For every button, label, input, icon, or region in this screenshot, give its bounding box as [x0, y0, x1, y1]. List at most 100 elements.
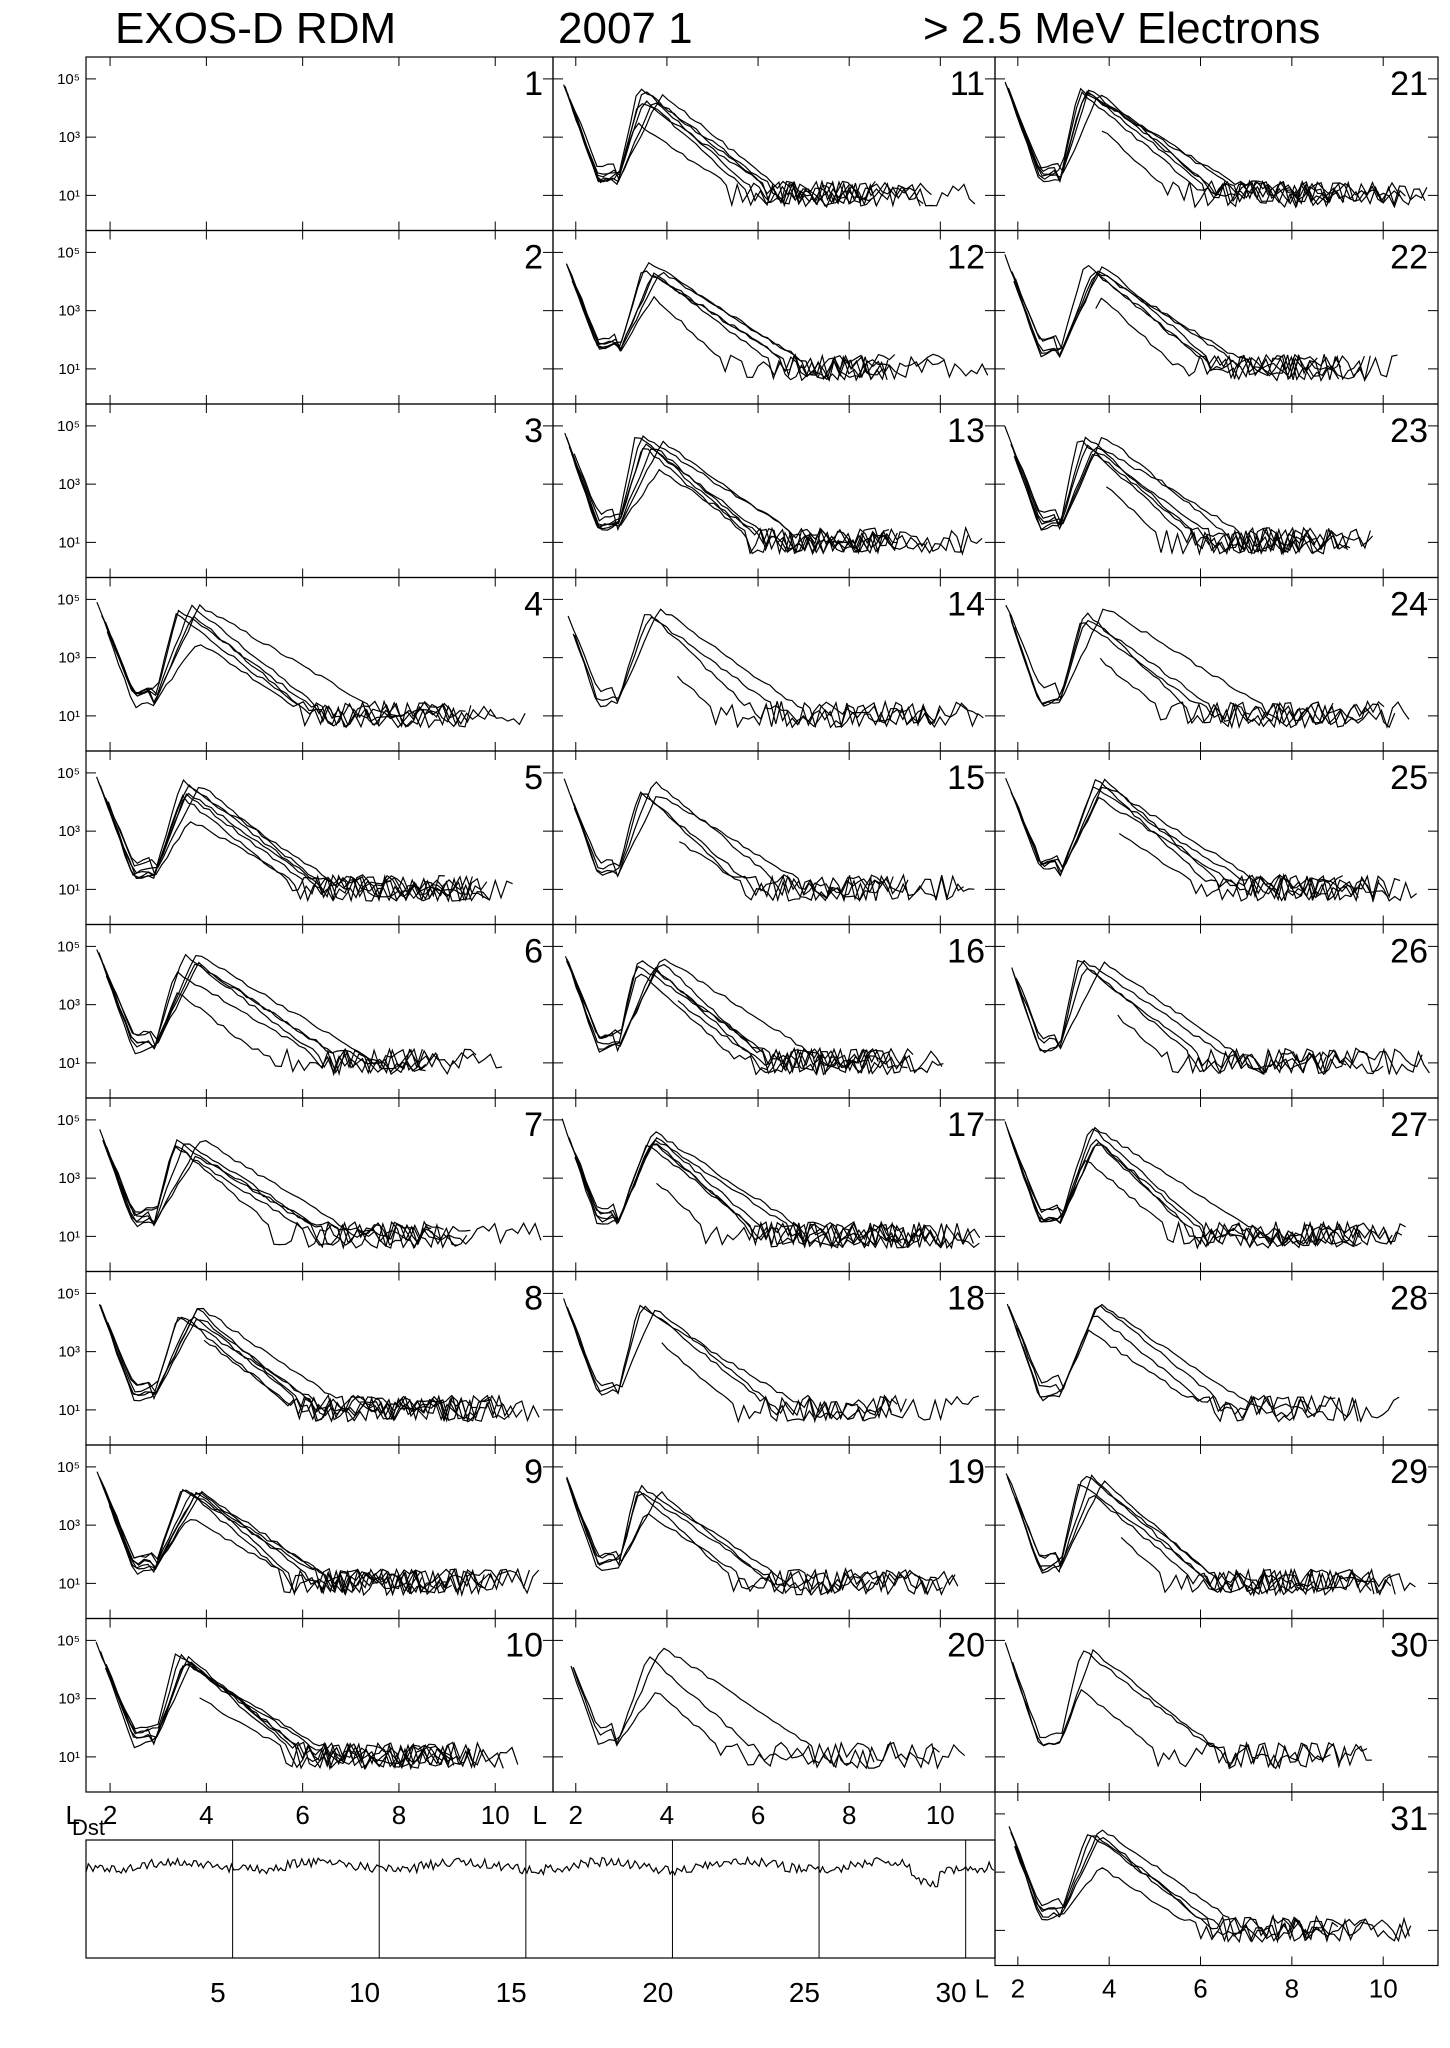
panel-frame [85, 1444, 554, 1620]
dst-tick-label: 10 [349, 1977, 380, 2008]
flux-curve [107, 779, 473, 903]
flux-curve [571, 453, 890, 556]
y-tick-label: 10¹ [58, 534, 80, 551]
flux-curve [661, 1342, 892, 1424]
y-tick-label: 10³ [58, 1344, 80, 1361]
flux-curve [570, 274, 884, 381]
flux-curve [1014, 1474, 1372, 1596]
day-label: 17 [947, 1106, 985, 1144]
panel-frame [552, 1097, 996, 1273]
y-tick-label: 10⁵ [57, 1632, 80, 1649]
day-panel-15: 15 [552, 750, 996, 926]
flux-curve [676, 675, 941, 729]
flux-curve [1016, 961, 1423, 1076]
flux-curve [677, 1000, 914, 1075]
flux-curve [102, 954, 503, 1075]
flux-curve [106, 615, 461, 728]
flux-curve [571, 960, 944, 1075]
flux-curve [564, 86, 932, 208]
x-tick-label: 6 [751, 1800, 765, 1830]
flux-curve [1004, 425, 1351, 556]
flux-curve [570, 793, 894, 903]
dst-frame [85, 1839, 996, 1959]
flux-curve [104, 1661, 504, 1771]
panel-frame [85, 750, 554, 926]
flux-curve [99, 1129, 458, 1249]
flux-curve [1012, 1650, 1331, 1770]
day-label: 30 [1390, 1627, 1428, 1665]
flux-curve [1015, 967, 1384, 1075]
y-tick-label: 10⁵ [57, 418, 80, 435]
flux-curve [561, 1118, 902, 1247]
flux-curve [1010, 612, 1396, 729]
flux-curve [1013, 786, 1343, 901]
flux-curve [1005, 1473, 1396, 1595]
day-panel-9: 10⁵ 10³ 10¹ 9 [57, 1444, 554, 1620]
flux-curve [1008, 1303, 1311, 1422]
flux-curve [99, 785, 465, 902]
flux-curve [1007, 1128, 1359, 1248]
flux-curve [565, 435, 983, 556]
x-axis-label: L [533, 1800, 547, 1830]
panel-frame [994, 403, 1439, 579]
flux-curve [1004, 254, 1318, 380]
day-panel-22: 22 [994, 229, 1439, 405]
x-tick-label: 10 [1369, 1974, 1398, 2004]
flux-curve [96, 1471, 485, 1597]
panel-frame [552, 56, 996, 232]
panel-frame [85, 56, 554, 232]
day-panel-28: 28 [994, 1270, 1439, 1446]
day-label: 21 [1390, 65, 1428, 103]
flux-curve [104, 793, 488, 903]
panel-frame [994, 1444, 1439, 1620]
x-tick-label: 8 [1285, 1974, 1299, 2004]
y-tick-label: 10³ [58, 650, 80, 667]
x-tick-label: 10 [481, 1800, 510, 1830]
day-panel-14: 14 [552, 576, 996, 752]
y-tick-label: 10¹ [58, 1402, 80, 1419]
day-panel-19: 19 [552, 1444, 996, 1620]
x-axis-label: L [975, 1974, 989, 2004]
y-tick-label: 10³ [58, 129, 80, 146]
flux-curve [104, 604, 441, 729]
day-panel-27: 27 [994, 1097, 1439, 1273]
flux-curve [573, 448, 969, 556]
day-panel-4: 10⁵ 10³ 10¹ 4 [57, 576, 554, 752]
x-tick-label: 8 [392, 1800, 406, 1830]
flux-curve [571, 280, 989, 382]
x-tick-label: 2 [1011, 1974, 1025, 2004]
day-panel-6: 10⁵ 10³ 10¹ 6 [57, 923, 554, 1099]
day-label: 31 [1390, 1800, 1428, 1838]
flux-curve [572, 608, 984, 728]
day-label: 5 [524, 759, 543, 797]
y-tick-label: 10⁵ [57, 1285, 80, 1302]
x-tick-label: 8 [842, 1800, 856, 1830]
y-tick-label: 10¹ [58, 1055, 80, 1072]
y-tick-label: 10⁵ [57, 765, 80, 782]
y-tick-label: 10¹ [58, 881, 80, 898]
flux-curve [1014, 1475, 1416, 1596]
dst-curve [85, 1855, 995, 1888]
panel-frame [994, 56, 1439, 232]
dst-tick-label: 20 [642, 1977, 673, 2008]
day-panel-2: 10⁵ 10³ 10¹ 2 [57, 229, 554, 405]
particle-title: > 2.5 MeV Electrons [923, 4, 1321, 53]
day-panel-31: 31 [994, 1791, 1439, 1967]
flux-curve [568, 1305, 980, 1424]
flux-curve [1010, 786, 1401, 903]
day-panel-7: 10⁵ 10³ 10¹ 7 [57, 1097, 554, 1273]
day-panel-23: 23 [994, 403, 1439, 579]
day-label: 23 [1390, 412, 1428, 450]
y-tick-label: 10¹ [58, 187, 80, 204]
day-label: 9 [524, 1453, 543, 1491]
flux-curve [563, 1298, 898, 1421]
flux-curve [574, 1144, 948, 1249]
flux-curve [566, 1306, 907, 1422]
flux-curve [566, 1476, 956, 1596]
flux-curve [1095, 297, 1365, 381]
flux-curve [108, 1490, 509, 1597]
x-tick-label: 4 [1102, 1974, 1116, 2004]
flux-curve [96, 601, 496, 729]
instrument-title: EXOS-D RDM [115, 4, 397, 53]
date-title: 2007 1 [558, 4, 693, 53]
